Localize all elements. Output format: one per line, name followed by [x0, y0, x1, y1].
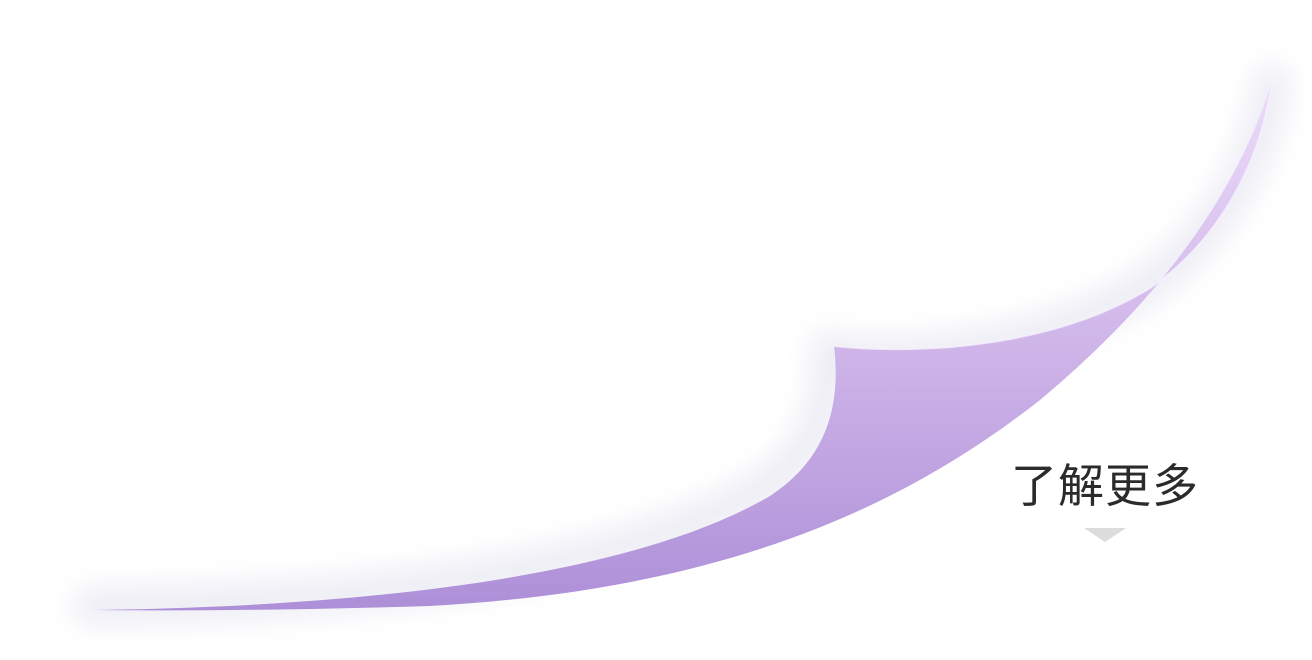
- learn-more-button[interactable]: 了解更多: [1010, 456, 1200, 542]
- page-curl-underside: [90, 80, 1272, 611]
- page-curl-highlight: [833, 79, 1273, 351]
- learn-more-label: 了解更多: [1011, 459, 1199, 513]
- chevron-down-icon[interactable]: [1084, 528, 1126, 542]
